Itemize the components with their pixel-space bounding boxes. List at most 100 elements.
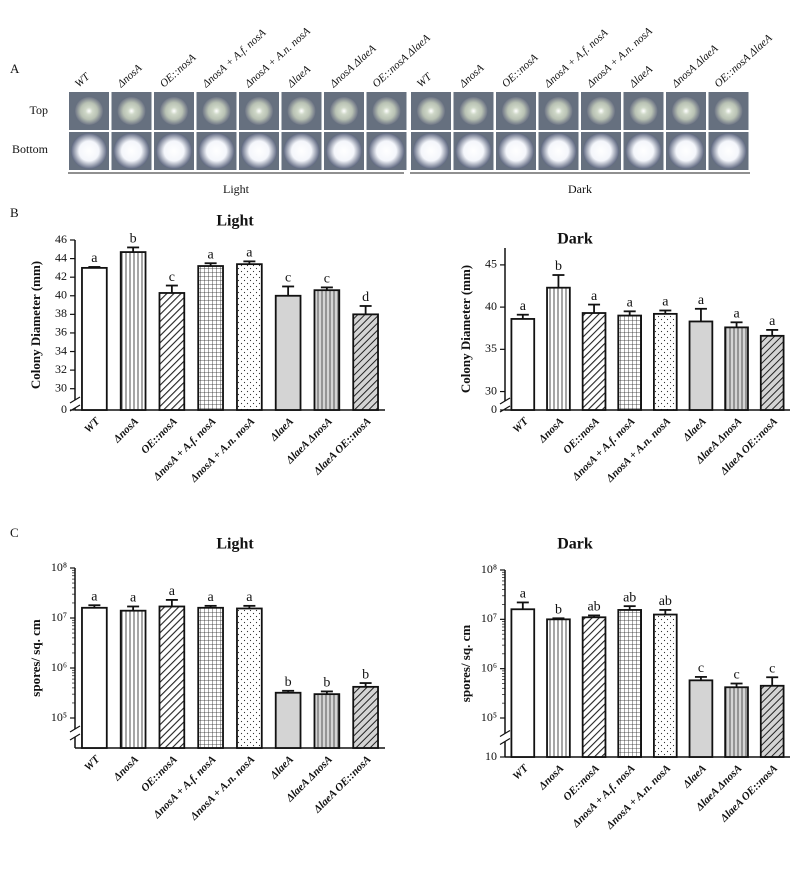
bar	[313, 289, 341, 411]
bar	[119, 609, 147, 749]
colony	[540, 133, 577, 169]
colony	[455, 133, 492, 169]
bar	[510, 608, 536, 758]
significance-letter: a	[208, 590, 215, 605]
y-tick-label: 32	[55, 362, 67, 376]
colony	[241, 133, 277, 169]
significance-letter: b	[323, 676, 330, 691]
colony	[710, 133, 747, 169]
significance-letter: a	[769, 314, 776, 329]
significance-letter: b	[362, 667, 369, 682]
significance-letter: c	[285, 271, 291, 286]
y-axis-label: spores/ sq. cm	[28, 619, 43, 697]
axis-break	[499, 729, 511, 738]
x-tick-label: ΔlaeA	[680, 415, 709, 444]
panel-label: C	[10, 525, 19, 540]
bar	[236, 263, 263, 411]
significance-letter: d	[362, 290, 369, 305]
x-tick-label: WT	[82, 753, 103, 774]
bar	[236, 607, 263, 749]
colony	[368, 133, 405, 169]
y-tick-label: 10⁸	[481, 562, 497, 576]
significance-letter: b	[130, 232, 137, 247]
axis-break	[69, 396, 81, 404]
chart-title: Light	[216, 536, 254, 553]
bar	[510, 318, 536, 411]
significance-letter: a	[698, 293, 705, 308]
significance-letter: a	[733, 307, 740, 322]
significance-letter: b	[555, 603, 562, 618]
bar	[617, 609, 642, 758]
significance-letter: a	[208, 247, 215, 262]
chart-title: Dark	[557, 536, 593, 553]
bar	[119, 251, 147, 411]
y-tick-label: 44	[55, 250, 67, 264]
y-tick-label: 36	[55, 325, 67, 339]
axis-break	[69, 725, 81, 733]
strain-label: ΔlaeA	[626, 63, 655, 91]
condition-label: Dark	[568, 182, 592, 196]
y-tick-label: 30	[55, 380, 67, 394]
colony	[583, 133, 619, 169]
significance-letter: a	[627, 296, 634, 311]
y-tick-label: 40	[55, 288, 67, 302]
axis-break	[499, 397, 511, 405]
colony	[502, 97, 530, 125]
colony	[417, 97, 445, 125]
colony	[629, 97, 658, 125]
condition-label: Light	[223, 182, 250, 196]
x-tick-label: ΔnosA + A.n. nosA	[187, 415, 257, 485]
row-label: Bottom	[12, 142, 49, 156]
panel-label: B	[10, 205, 19, 220]
significance-letter: c	[169, 270, 175, 285]
bar	[313, 693, 341, 749]
bar	[352, 313, 379, 411]
bar	[158, 605, 186, 749]
significance-letter: b	[555, 259, 562, 274]
x-tick-label: ΔlaeA	[680, 762, 709, 791]
bar	[653, 613, 678, 758]
axis-break	[69, 733, 81, 741]
y-tick-label: 42	[55, 269, 67, 283]
significance-letter: a	[520, 299, 527, 314]
significance-letter: b	[285, 675, 292, 690]
bar	[197, 265, 224, 411]
y-tick-label: 34	[55, 343, 67, 357]
significance-letter: c	[324, 272, 330, 287]
y-tick-label: 10⁷	[481, 611, 497, 625]
x-tick-label: WT	[82, 415, 103, 436]
y-tick-label: 10⁶	[481, 660, 497, 674]
bar	[274, 294, 302, 411]
significance-letter: a	[169, 584, 176, 599]
colony	[498, 133, 534, 169]
y-tick-label: 10⁶	[51, 660, 67, 674]
x-tick-label: ΔnosA	[111, 415, 142, 446]
colony	[672, 97, 700, 125]
colony	[71, 133, 107, 169]
strain-label: ΔnosA	[114, 62, 144, 91]
bar	[581, 616, 607, 758]
colony	[714, 97, 743, 125]
y-tick-label: 10⁵	[481, 710, 497, 724]
y-tick-label: 0	[61, 402, 67, 416]
x-tick-label: ΔnosA	[111, 753, 142, 784]
panel-label: A	[10, 61, 20, 76]
colony	[668, 133, 704, 169]
colony	[283, 133, 320, 169]
x-tick-label: ΔnosA + A.n. nosA	[603, 415, 673, 485]
colony	[544, 97, 573, 125]
x-tick-label: ΔnosA	[536, 415, 567, 446]
strain-label: ΔnosA	[456, 62, 486, 91]
y-tick-label: 35	[485, 341, 497, 355]
significance-letter: c	[769, 661, 775, 676]
colony	[459, 97, 488, 125]
bar	[759, 684, 785, 758]
axis-break	[499, 737, 511, 746]
significance-letter: a	[246, 590, 253, 605]
significance-letter: c	[733, 668, 739, 683]
strain-label: OE::nosA	[158, 52, 199, 91]
colony	[75, 97, 103, 125]
x-tick-label: ΔnosA + A.n. nosA	[603, 762, 673, 832]
colony	[287, 97, 316, 125]
